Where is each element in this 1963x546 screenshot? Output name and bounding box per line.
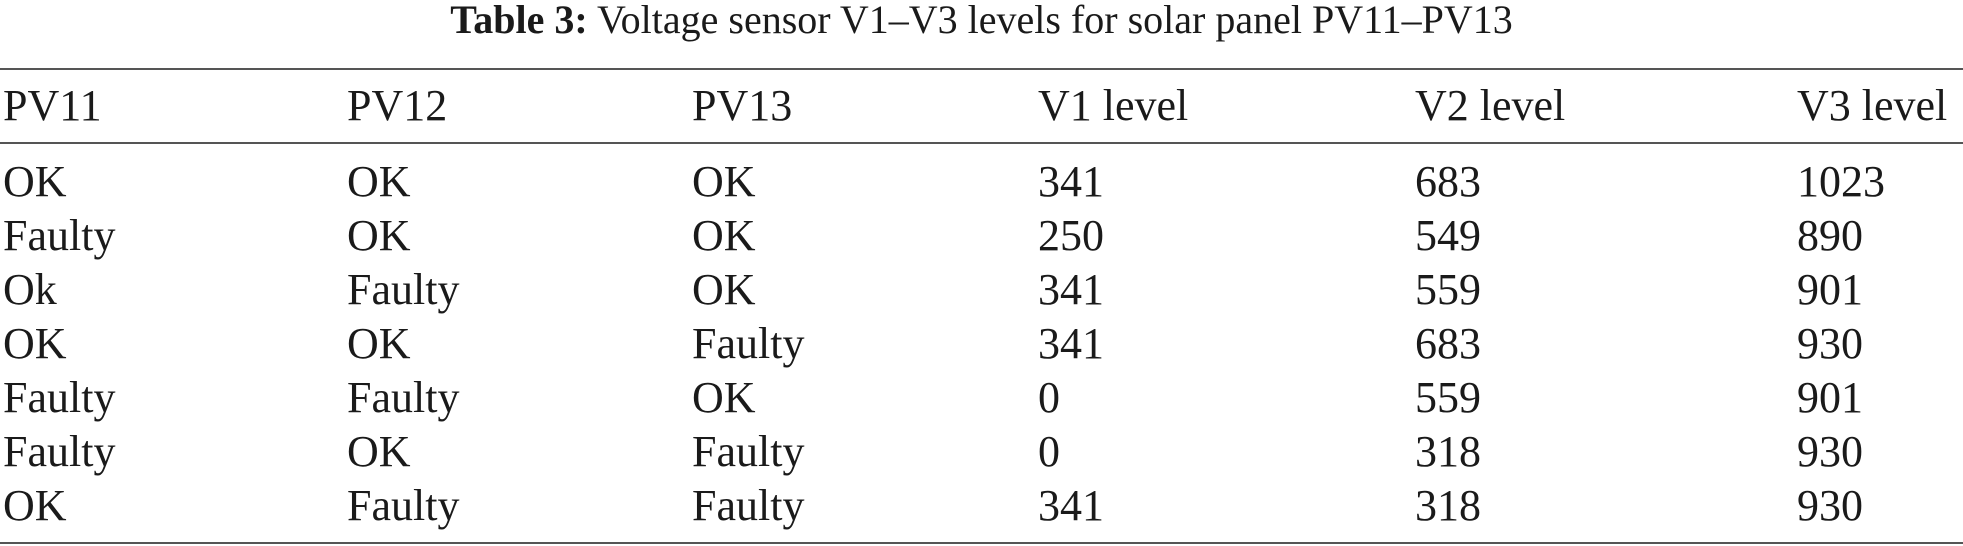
cell: OK — [3, 481, 67, 530]
caption-label: Table 3: — [450, 0, 588, 42]
cell: OK — [692, 157, 756, 206]
cell: 549 — [1415, 211, 1481, 260]
cell: Faulty — [3, 211, 116, 260]
cell: 341 — [1038, 265, 1104, 314]
header-cell: V1 level — [1038, 81, 1189, 130]
caption-text: Voltage sensor V1–V3 levels for solar pa… — [596, 0, 1513, 42]
cell: OK — [692, 265, 756, 314]
header-cell: PV13 — [692, 81, 793, 130]
cell: 559 — [1415, 265, 1481, 314]
cell: 930 — [1797, 427, 1863, 476]
cell: Faulty — [347, 481, 460, 530]
cell: Faulty — [347, 373, 460, 422]
cell: 683 — [1415, 319, 1481, 368]
cell: 901 — [1797, 373, 1863, 422]
cell: OK — [3, 157, 67, 206]
bottom-rule — [0, 542, 1963, 544]
cell: 890 — [1797, 211, 1863, 260]
cell: 901 — [1797, 265, 1863, 314]
cell: 0 — [1038, 427, 1060, 476]
header-cell: V2 level — [1415, 81, 1566, 130]
cell: OK — [347, 211, 411, 260]
cell: 930 — [1797, 319, 1863, 368]
header-cell: PV12 — [347, 81, 448, 130]
cell: OK — [347, 319, 411, 368]
cell: Faulty — [692, 427, 805, 476]
cell: 0 — [1038, 373, 1060, 422]
cell: 318 — [1415, 481, 1481, 530]
cell: 250 — [1038, 211, 1104, 260]
cell: OK — [692, 211, 756, 260]
cell: 1023 — [1797, 157, 1885, 206]
cell: Faulty — [3, 427, 116, 476]
cell: 341 — [1038, 157, 1104, 206]
cell: Faulty — [347, 265, 460, 314]
cell: OK — [347, 157, 411, 206]
cell: 341 — [1038, 319, 1104, 368]
top-rule — [0, 68, 1963, 70]
caption: Table 3: Voltage sensor V1–V3 levels for… — [0, 0, 1963, 40]
cell: 341 — [1038, 481, 1104, 530]
header-cell: V3 level — [1797, 81, 1948, 130]
header-rule — [0, 142, 1963, 144]
cell: Faulty — [692, 319, 805, 368]
cell: OK — [3, 319, 67, 368]
cell: OK — [347, 427, 411, 476]
cell: Faulty — [3, 373, 116, 422]
header-cell: PV11 — [3, 81, 102, 130]
cell: OK — [692, 373, 756, 422]
cell: 318 — [1415, 427, 1481, 476]
cell: Faulty — [692, 481, 805, 530]
cell: 559 — [1415, 373, 1481, 422]
cell: 683 — [1415, 157, 1481, 206]
cell: Ok — [3, 265, 57, 314]
cell: 930 — [1797, 481, 1863, 530]
